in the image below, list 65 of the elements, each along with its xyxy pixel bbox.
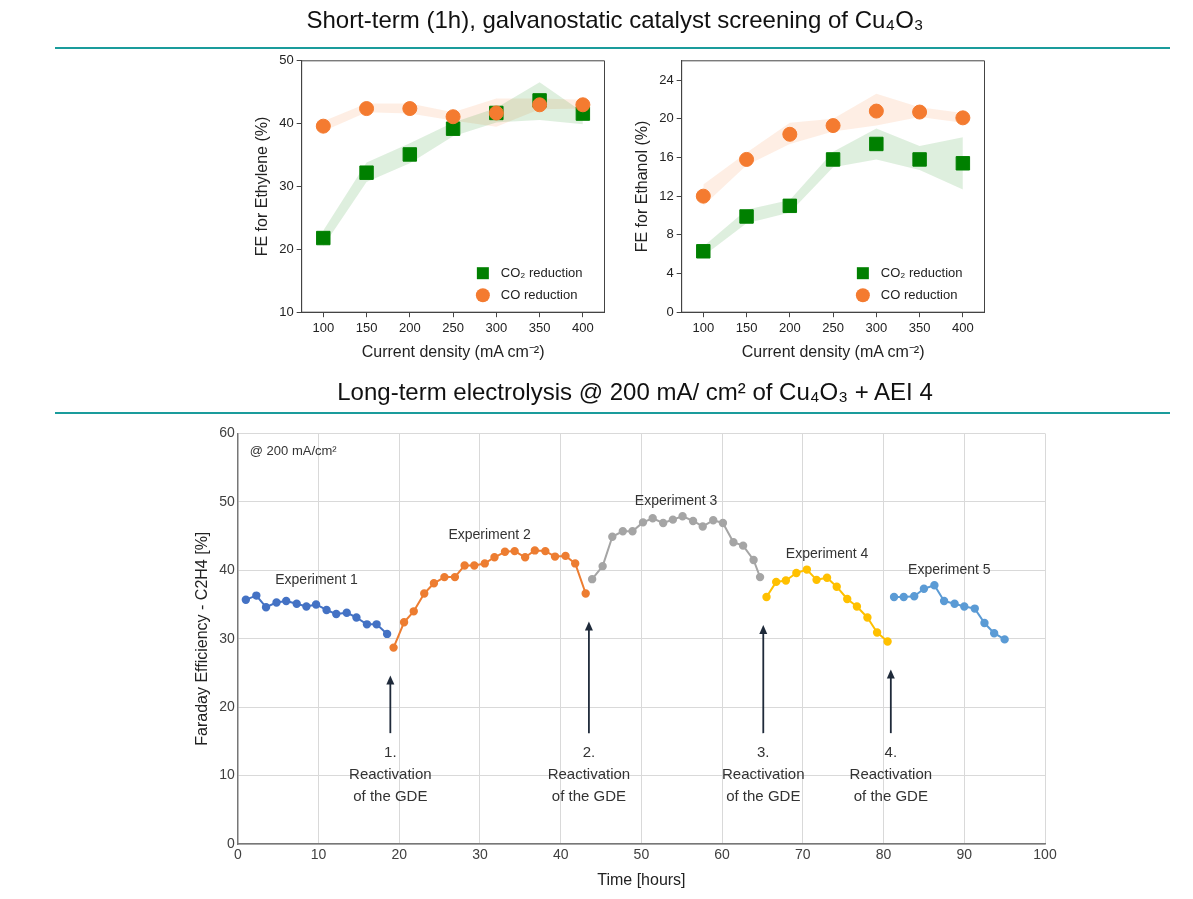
annotation: 2. Reactivation of the GDE [547,742,631,804]
x-tick-label: 150 [355,319,378,335]
series-label: Experiment 5 [908,561,991,578]
annotation: 1. Reactivation of the GDE [349,742,432,804]
series-label: Experiment 1 [275,571,358,588]
y-tick-label: 10 [219,766,235,783]
x-tick-label: 90 [956,846,973,863]
x-tick-label: 100 [1033,846,1057,863]
chart-title: Long-term electrolysis @ 200 mA/ cm² of Cu₄O₃ + AEI 4 [336,378,934,406]
x-tick-label: 50 [633,846,650,863]
y-tick-label: 10 [279,303,294,319]
legend-label: CO₂ reduction [500,264,583,280]
y-tick-label: 24 [659,71,674,87]
x-tick-label: 40 [552,846,569,863]
x-axis-title: Current density (mA cm⁻²) [361,342,545,360]
x-tick-label: 300 [485,319,508,335]
x-tick-label: 200 [398,319,421,335]
x-tick-label: 250 [442,319,464,335]
y-tick-label: 20 [219,697,235,714]
y-tick-label: 12 [659,187,674,203]
series-label: Experiment 4 [785,545,869,562]
y-tick-label: 30 [279,178,294,194]
y-tick-label: 8 [666,226,674,242]
x-tick-label: 10 [310,846,327,863]
y-tick-label: 50 [219,492,235,509]
x-tick-label: 70 [795,846,811,863]
x-axis-title: Time [hours] [597,870,686,888]
x-tick-label: 300 [865,319,888,335]
x-tick-label: 350 [528,319,551,335]
annotation: @ 200 mA/cm² [249,443,338,459]
y-axis-title: FE for Ethanol (%) [633,120,651,253]
annotation: 3. Reactivation of the GDE [722,742,805,804]
y-tick-label: 40 [219,561,235,578]
y-tick-label: 40 [279,115,294,131]
x-tick-label: 20 [391,846,408,863]
x-tick-label: 150 [735,319,758,335]
y-tick-label: 0 [666,303,674,319]
y-tick-label: 16 [659,149,674,165]
x-tick-label: 100 [692,319,715,335]
series-label: Experiment 3 [634,492,718,509]
y-tick-label: 0 [226,834,235,851]
x-tick-label: 60 [714,846,731,863]
chart-title: Short-term (1h), galvanostatic catalyst screening of Cu₄O₃ [305,6,925,34]
x-tick-label: 100 [312,319,335,335]
x-tick-label: 80 [875,846,892,863]
legend-label: CO reduction [880,286,958,302]
y-tick-label: 20 [279,240,294,256]
x-axis-title: Current density (mA cm⁻²) [741,342,925,360]
x-tick-label: 400 [952,319,974,335]
x-tick-label: 250 [822,319,844,335]
y-tick-label: 30 [219,629,235,646]
y-tick-label: 20 [659,110,674,126]
legend-label: CO₂ reduction [880,264,963,280]
y-axis-title: FE for Ethylene (%) [253,116,271,257]
x-tick-label: 350 [908,319,931,335]
y-tick-label: 4 [666,265,674,281]
x-tick-label: 400 [572,319,594,335]
y-tick-label: 50 [279,52,294,68]
x-tick-label: 200 [778,319,801,335]
series-label: Experiment 2 [448,526,532,543]
y-tick-label: 60 [219,424,235,441]
x-tick-label: 30 [472,846,488,863]
annotation: 4. Reactivation of the GDE [849,742,933,804]
y-axis-title: Faraday Efficiency - C2H4 [%] [193,531,211,746]
legend-label: CO reduction [500,286,578,302]
